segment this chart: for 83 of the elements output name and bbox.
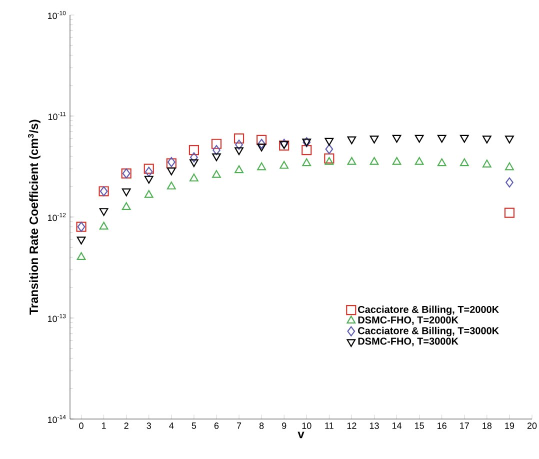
point (235, 140, 243, 150)
legend-label: DSMC-FHO, T=3000K (358, 338, 458, 346)
point (211, 138, 222, 149)
x-tick-label: 15 (415, 422, 424, 429)
point (212, 153, 221, 162)
point (280, 160, 289, 169)
legend-label: DSMC-FHO, T=2000K (358, 316, 458, 325)
point (122, 188, 131, 196)
x-tick-label: 3 (146, 422, 151, 429)
y-tick-label: 10$^{-14}$ (48, 415, 66, 424)
point (190, 152, 198, 162)
point (257, 162, 266, 170)
point (144, 166, 153, 177)
point (414, 134, 424, 143)
point (414, 157, 424, 165)
point (234, 133, 244, 144)
x-tick-label: 12 (347, 422, 356, 429)
point (324, 157, 334, 165)
x-tick-label: 11 (325, 422, 334, 429)
point (144, 176, 154, 184)
point (460, 158, 469, 166)
point (258, 138, 266, 149)
point (325, 144, 334, 154)
x-tick-label: 5 (192, 422, 196, 429)
point (257, 144, 266, 152)
x-tick-label: 16 (438, 422, 446, 429)
x-tick-label: 6 (214, 422, 219, 429)
point (302, 158, 312, 166)
x-tick-label: 14 (392, 422, 402, 429)
x-tick-label: 20 (527, 422, 537, 429)
x-tick-label: 17 (460, 422, 469, 429)
y-tick-label: 10$^{-13}$ (48, 314, 66, 322)
x-tick-label: 1 (102, 422, 106, 429)
point (370, 136, 379, 144)
point (392, 157, 402, 165)
point (504, 208, 515, 218)
y-tick-label: 10$^{-12}$ (48, 212, 66, 222)
point (370, 157, 379, 165)
point (122, 202, 131, 210)
point (234, 165, 244, 174)
x-tick-label: 19 (505, 422, 514, 429)
point (144, 190, 154, 198)
x-tick-label: 4 (169, 422, 174, 429)
point (234, 147, 244, 156)
point (212, 145, 220, 156)
legend-label: Cacciatore & Billing, T=3000K (358, 326, 499, 336)
point (190, 174, 198, 182)
x-tick-label: 9 (282, 422, 286, 429)
point (302, 145, 312, 156)
legend-label: Cacciatore & Billing, T=2000K (358, 306, 499, 316)
point (188, 145, 199, 156)
point (324, 138, 334, 146)
point (347, 136, 356, 144)
x-tick-label: 7 (236, 422, 242, 429)
point (482, 160, 492, 168)
point (482, 136, 492, 144)
x-tick-label: 18 (482, 422, 492, 429)
point (392, 134, 402, 143)
x-axis-title: v (298, 432, 304, 438)
point (166, 168, 176, 176)
point (190, 159, 198, 168)
point (437, 158, 446, 166)
y-tick-label: 10$^{-11}$ (48, 112, 66, 120)
point (166, 182, 176, 190)
point (324, 153, 334, 164)
point (99, 222, 108, 230)
x-tick-label: 10 (302, 422, 312, 429)
point (460, 134, 469, 143)
point (505, 136, 514, 144)
point (144, 164, 154, 174)
point (76, 252, 86, 260)
x-tick-label: 13 (370, 422, 379, 429)
y-axis-title: Transition Rate Coefficient (cm$^{3}$/s) (28, 120, 40, 315)
x-tick-label: 0 (79, 422, 84, 429)
point (212, 170, 221, 178)
point (347, 157, 356, 165)
x-tick-label: 8 (259, 422, 264, 429)
y-tick-label: 10$^{-10}$ (48, 10, 66, 20)
point (437, 134, 446, 143)
point (505, 162, 514, 170)
point (256, 134, 267, 145)
x-tick-label: 2 (124, 422, 128, 429)
point (506, 177, 514, 188)
